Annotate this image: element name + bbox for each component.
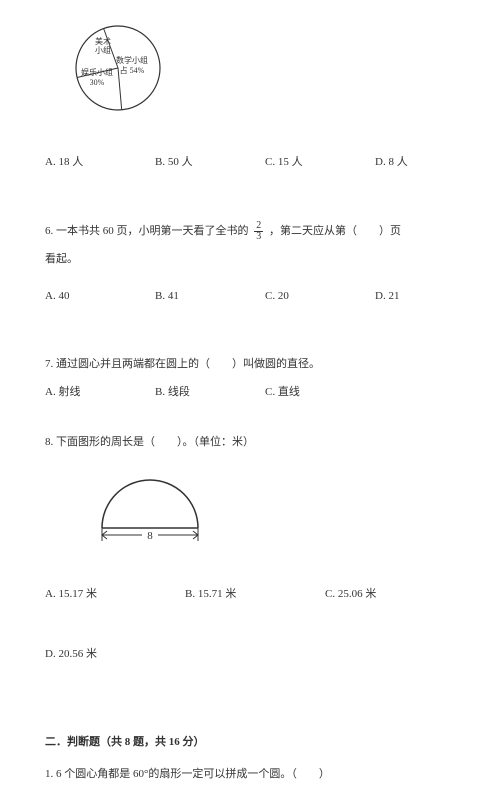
q7-text: 7. 通过圆心并且两端都在圆上的（ ）叫做圆的直径。	[45, 355, 455, 375]
q8-option-c: C. 25.06 米	[325, 585, 376, 605]
q8-options-row1: A. 15.17 米 B. 15.71 米 C. 25.06 米	[45, 585, 455, 605]
q8-option-b: B. 15.71 米	[185, 585, 325, 605]
q5-options: A. 18 人 B. 50 人 C. 15 人 D. 8 人	[45, 153, 455, 173]
q7-option-b: B. 线段	[155, 383, 265, 403]
q7-option-c: C. 直线	[265, 383, 300, 403]
svg-text:数学小组: 数学小组	[116, 55, 148, 65]
svg-text:娱乐小组: 娱乐小组	[81, 67, 113, 77]
q5-option-c: C. 15 人	[265, 153, 375, 173]
svg-text:30%: 30%	[90, 78, 105, 87]
semicircle-svg: 8	[85, 473, 215, 553]
q5-option-d: D. 8 人	[375, 153, 408, 173]
q5-option-a: A. 18 人	[45, 153, 155, 173]
svg-text:美术: 美术	[95, 36, 111, 46]
section2-header: 二．判断题（共 8 题，共 16 分）	[45, 733, 455, 753]
svg-text:占 54%: 占 54%	[120, 65, 145, 75]
svg-text:小组: 小组	[95, 45, 111, 55]
q6-options: A. 40 B. 41 C. 20 D. 21	[45, 287, 455, 307]
q7-option-a: A. 射线	[45, 383, 155, 403]
semicircle-figure: 8	[85, 473, 455, 561]
q6-option-a: A. 40	[45, 287, 155, 307]
q6-option-d: D. 21	[375, 287, 399, 307]
q6-option-c: C. 20	[265, 287, 375, 307]
q6-text-after: ，第二天应从第（ ）页	[269, 225, 401, 237]
q7-options: A. 射线 B. 线段 C. 直线	[45, 383, 455, 403]
pie-chart-svg: 美术 小组 娱乐小组 30% 数学小组 占 54%	[70, 20, 170, 120]
q6-text-line2: 看起。	[45, 250, 455, 270]
q8-option-d: D. 20.56 米	[45, 645, 97, 665]
q6-text-before: 6. 一本书共 60 页，小明第一天看了全书的	[45, 225, 249, 237]
q6-text: 6. 一本书共 60 页，小明第一天看了全书的 2 3 ，第二天应从第（ ）页	[45, 221, 455, 242]
q6-fraction-den: 3	[254, 232, 263, 242]
q6-fraction-num: 2	[254, 221, 263, 232]
q8-text: 8. 下面图形的周长是（ ）。（单位：米）	[45, 433, 455, 453]
section2-q1: 1. 6 个圆心角都是 60°的扇形一定可以拼成一个圆。（ ）	[45, 765, 455, 785]
pie-chart-figure: 美术 小组 娱乐小组 30% 数学小组 占 54%	[70, 20, 455, 128]
q5-option-b: B. 50 人	[155, 153, 265, 173]
q8-options-row2: D. 20.56 米	[45, 645, 455, 665]
q6-option-b: B. 41	[155, 287, 265, 307]
q8-option-a: A. 15.17 米	[45, 585, 185, 605]
semicircle-diameter-label: 8	[147, 530, 153, 542]
q6-fraction: 2 3	[254, 221, 263, 242]
